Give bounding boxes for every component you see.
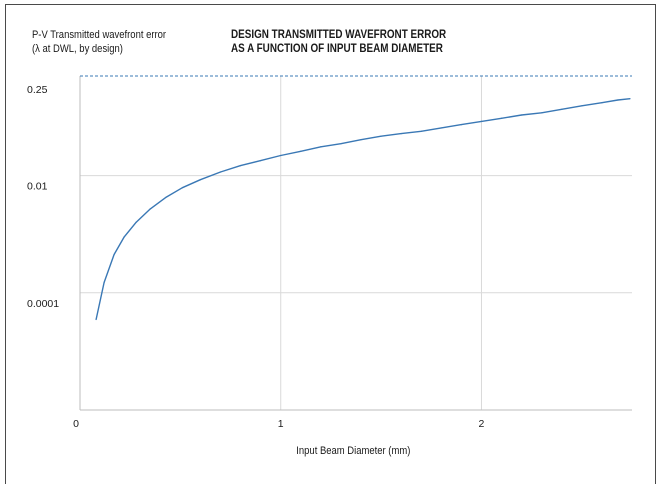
x-axis-label-wrap: Input Beam Diameter (mm) <box>0 445 664 457</box>
data-point <box>340 143 342 145</box>
y-tick-label: 0.25 <box>27 84 48 96</box>
chart-title-line-2: AS A FUNCTION OF INPUT BEAM DIAMETER <box>231 43 443 55</box>
data-point <box>300 150 302 152</box>
x-tick-label: 1 <box>278 418 284 430</box>
data-point <box>181 187 183 189</box>
data-point <box>239 164 242 167</box>
x-axis-label: Input Beam Diameter (mm) <box>295 445 411 457</box>
y-tick-label: 0.01 <box>27 181 48 193</box>
data-point <box>260 160 262 162</box>
data-point <box>460 124 462 126</box>
data-point <box>500 117 503 119</box>
data-point <box>219 171 222 173</box>
data-point <box>95 318 97 321</box>
data-point <box>199 179 202 181</box>
y-axis-label: P-V Transmitted wavefront error (λ at DW… <box>32 28 166 56</box>
data-point <box>440 127 442 129</box>
data-point <box>521 114 523 116</box>
x-tick-label: 0 <box>73 418 79 430</box>
data-point <box>541 112 543 114</box>
chart-title: DESIGN TRANSMITTED WAVEFRONT ERROR AS A … <box>231 28 446 56</box>
data-point <box>280 154 282 157</box>
chart-frame <box>5 4 656 484</box>
data-point <box>561 108 563 110</box>
data-point <box>581 105 583 107</box>
y-axis-label-line-2: (λ at DWL, by design) <box>32 43 123 55</box>
data-point <box>135 221 137 223</box>
data-point <box>149 208 151 210</box>
y-axis-label-line-1: P-V Transmitted wavefront error <box>32 29 167 41</box>
data-point <box>103 281 105 284</box>
x-tick-label: 2 <box>479 418 485 430</box>
data-point <box>123 236 125 238</box>
data-point <box>480 120 483 123</box>
data-point <box>601 102 603 104</box>
data-point <box>400 133 402 135</box>
y-tick-label: 0.0001 <box>27 298 59 310</box>
data-point <box>420 130 422 132</box>
data-point <box>360 139 362 141</box>
data-point <box>320 146 322 148</box>
data-point <box>617 99 619 101</box>
data-point <box>380 135 382 137</box>
chart-title-line-1: DESIGN TRANSMITTED WAVEFRONT ERROR <box>231 29 447 41</box>
series-line <box>95 98 631 320</box>
data-point <box>113 253 115 256</box>
data-point <box>629 98 631 100</box>
data-point <box>165 196 167 198</box>
